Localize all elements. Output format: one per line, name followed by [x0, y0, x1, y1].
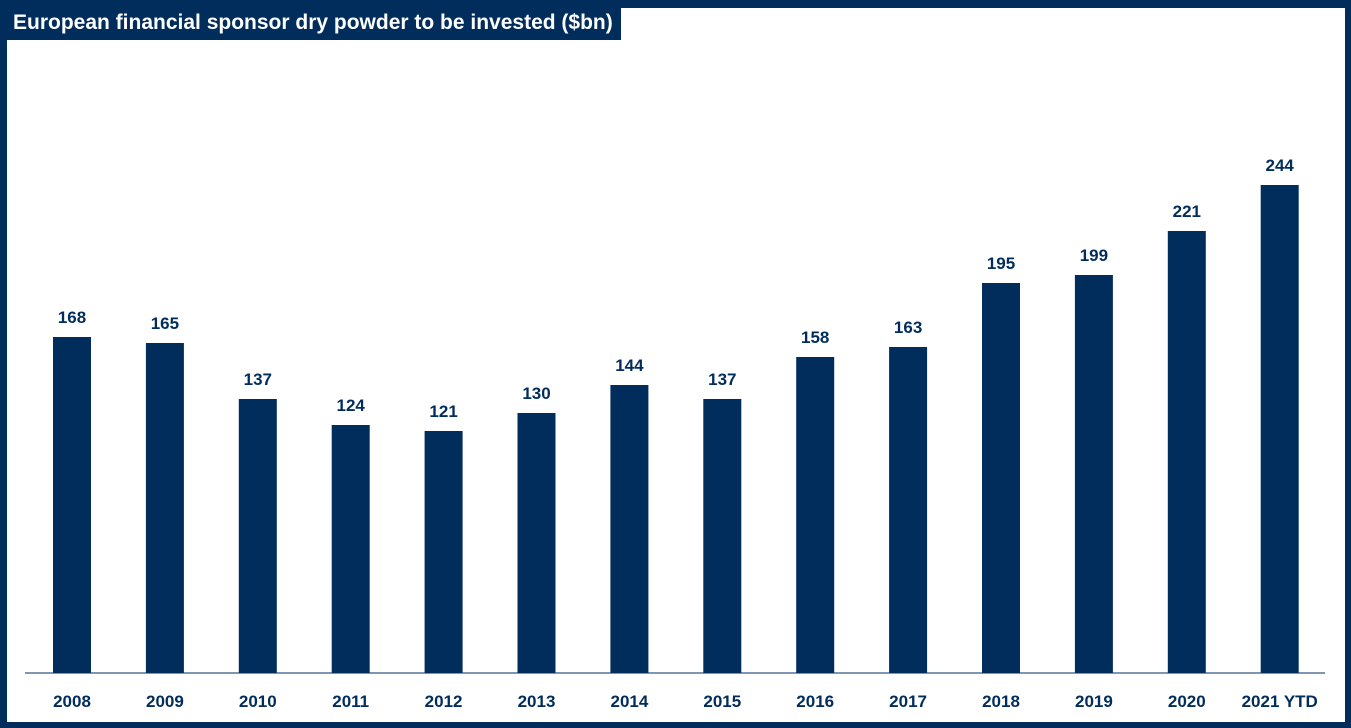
data-label-2018: 195: [987, 254, 1015, 273]
bar-2020: [1167, 231, 1206, 673]
bar-2017: [889, 347, 928, 673]
tick-label-2019: 2019: [1075, 692, 1113, 711]
tick-label-2015: 2015: [703, 692, 741, 711]
chart-title: European financial sponsor dry powder to…: [7, 8, 621, 40]
tick-label-2012: 2012: [425, 692, 463, 711]
data-label-2016: 158: [801, 328, 829, 347]
data-labels-group: 168 165 137 124 121 130 144 137 158 163 195 199 221 2…: [58, 156, 1295, 421]
data-label-2014: 144: [615, 356, 644, 375]
bar-2014: [610, 385, 649, 673]
bar-2021-ytd: [1260, 185, 1299, 673]
tick-label-2018: 2018: [982, 692, 1020, 711]
tick-label-2020: 2020: [1168, 692, 1206, 711]
data-label-2017: 163: [894, 318, 922, 337]
data-label-2019: 199: [1080, 246, 1108, 265]
data-label-2021-ytd: 244: [1266, 156, 1295, 175]
tick-label-2008: 2008: [53, 692, 91, 711]
tick-label-2017: 2017: [889, 692, 927, 711]
tick-label-2014: 2014: [610, 692, 648, 711]
bars-group: [53, 185, 1299, 673]
data-label-2010: 137: [244, 370, 272, 389]
bar-2010: [238, 399, 277, 673]
tick-label-2011: 2011: [332, 692, 369, 711]
data-label-2013: 130: [522, 384, 550, 403]
tick-label-2009: 2009: [146, 692, 184, 711]
bar-2018: [982, 283, 1020, 673]
bar-2011: [331, 425, 370, 673]
bar-2016: [796, 357, 835, 673]
tick-label-2021-ytd: 2021 YTD: [1242, 692, 1318, 711]
data-label-2011: 124: [337, 396, 366, 415]
bar-2013: [517, 413, 556, 673]
data-label-2020: 221: [1173, 202, 1201, 221]
tick-label-2013: 2013: [518, 692, 556, 711]
tick-labels-group: 2008 2009 2010 2011 2012 2013 2014 2015 2016 2017…: [53, 692, 1318, 711]
tick-label-2010: 2010: [239, 692, 277, 711]
data-label-2008: 168: [58, 308, 86, 327]
tick-label-2016: 2016: [796, 692, 834, 711]
bar-2012: [424, 431, 463, 673]
bar-2019: [1074, 275, 1113, 673]
bar-2008: [53, 337, 91, 673]
bar-2015: [703, 399, 742, 673]
data-label-2009: 165: [151, 314, 179, 333]
bar-2009: [145, 343, 184, 673]
data-label-2012: 121: [429, 402, 457, 421]
data-label-2015: 137: [708, 370, 736, 389]
